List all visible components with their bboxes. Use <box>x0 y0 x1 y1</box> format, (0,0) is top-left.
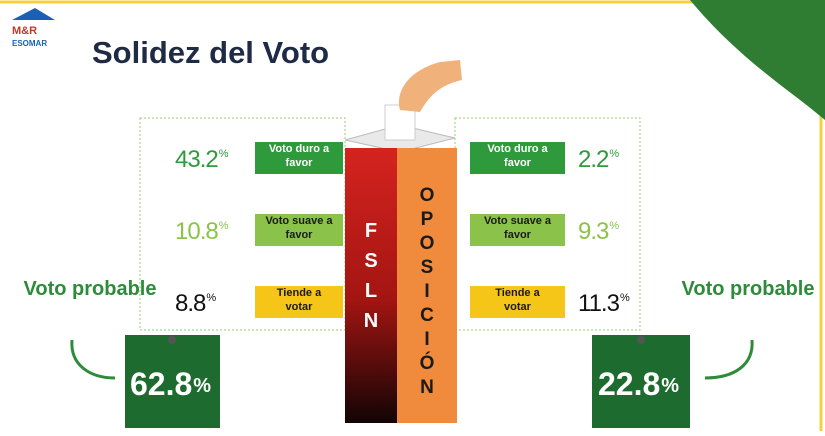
logo-name: M&R <box>12 25 37 37</box>
logo-sub: ESOMAR <box>12 39 47 48</box>
row-label: Voto duro a favor <box>487 143 548 169</box>
row-label-box <box>470 286 565 318</box>
oposicion-column <box>397 148 457 423</box>
row-label-box <box>470 214 565 246</box>
row-label-box <box>255 286 343 318</box>
row-unit: % <box>219 220 229 232</box>
party-left: FSLN <box>360 220 382 340</box>
row-label: Voto suave a favor <box>484 215 552 241</box>
probable-left-label: Voto probable <box>24 278 157 300</box>
row-label-box <box>255 214 343 246</box>
fsln-column <box>345 148 397 423</box>
row-unit: % <box>609 220 619 232</box>
probable-unit: % <box>193 375 211 397</box>
row-value: 43.2 <box>175 146 218 173</box>
row-value: 10.8 <box>175 218 218 245</box>
probable-right-box <box>592 335 690 428</box>
corner-blob <box>690 0 825 120</box>
left-frame <box>139 117 346 331</box>
row-unit: % <box>219 148 229 160</box>
pin <box>637 336 645 344</box>
row-unit: % <box>206 292 216 304</box>
arrow-right <box>704 339 754 380</box>
hand <box>399 60 462 112</box>
arrow-left <box>70 339 116 380</box>
row-value: 8.8 <box>175 290 206 317</box>
party-right: OPOSICIÓN <box>417 185 438 401</box>
title: Solidez del Voto <box>92 35 329 70</box>
row-unit: % <box>609 148 619 160</box>
row-label: Tiende a votar <box>277 287 322 313</box>
pin <box>168 336 176 344</box>
row-label: Tiende a votar <box>495 287 540 313</box>
row-label-box <box>255 142 343 174</box>
probable-value: 62.8 <box>130 366 192 402</box>
row-value: 2.2 <box>578 146 609 173</box>
logo-icon <box>12 8 55 20</box>
probable-right-label: Voto probable <box>682 278 815 300</box>
row-label: Voto suave a favor <box>265 215 333 241</box>
row-unit: % <box>620 292 630 304</box>
row-label: Voto duro a favor <box>269 143 330 169</box>
row-value: 9.3 <box>578 218 609 245</box>
probable-unit: % <box>661 375 679 397</box>
row-label-box <box>470 142 565 174</box>
probable-value: 22.8 <box>598 366 660 402</box>
probable-left-box <box>125 335 220 428</box>
row-value: 11.3 <box>578 290 620 317</box>
